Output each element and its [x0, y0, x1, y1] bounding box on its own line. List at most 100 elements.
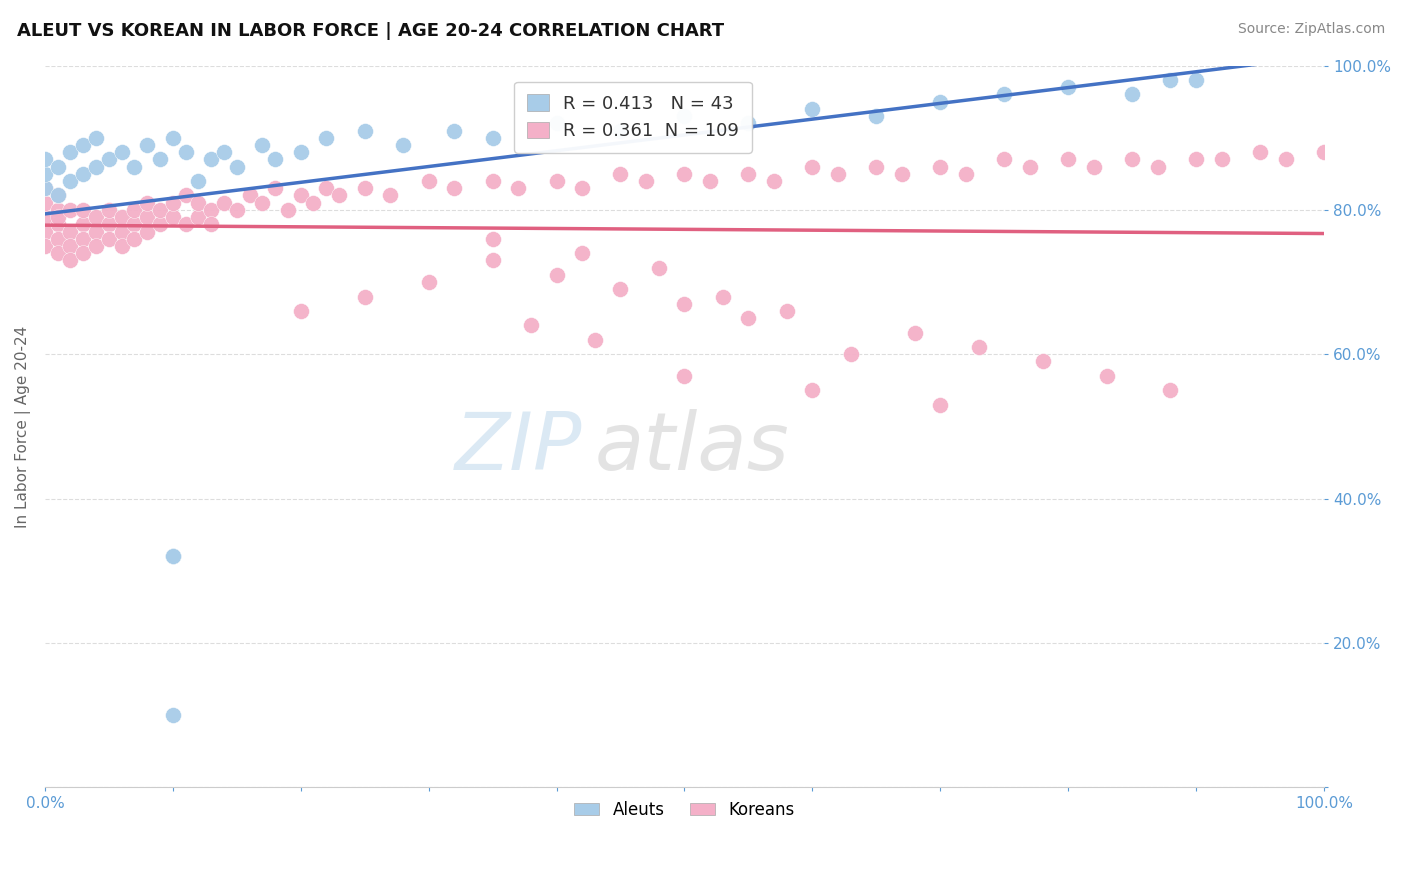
Point [328, 188, 350, 202]
Point [162, 130, 184, 145]
Point [162, 549, 184, 564]
Point [59, 202, 82, 217]
Point [967, 340, 990, 354]
Point [673, 296, 696, 310]
Point [1032, 354, 1054, 368]
Point [418, 174, 440, 188]
Point [149, 218, 172, 232]
Point [571, 246, 593, 260]
Text: ALEUT VS KOREAN IN LABOR FORCE | AGE 20-24 CORRELATION CHART: ALEUT VS KOREAN IN LABOR FORCE | AGE 20-… [17, 22, 724, 40]
Point [737, 167, 759, 181]
Point [59, 239, 82, 253]
Point [1185, 153, 1208, 167]
Point [636, 174, 658, 188]
Point [546, 268, 568, 282]
Point [225, 202, 247, 217]
Point [84, 239, 107, 253]
Point [34, 181, 56, 195]
Point [1185, 73, 1208, 87]
Point [34, 225, 56, 239]
Point [993, 87, 1015, 102]
Text: ZIP: ZIP [454, 409, 582, 487]
Point [290, 145, 312, 160]
Point [839, 347, 862, 361]
Point [252, 138, 274, 153]
Point [46, 188, 69, 202]
Point [162, 549, 184, 564]
Point [609, 282, 631, 296]
Point [904, 326, 927, 340]
Point [508, 181, 530, 195]
Point [353, 181, 375, 195]
Point [72, 167, 94, 181]
Point [46, 246, 69, 260]
Point [1146, 160, 1168, 174]
Point [290, 188, 312, 202]
Point [34, 153, 56, 167]
Point [174, 188, 197, 202]
Point [711, 289, 734, 303]
Point [929, 398, 952, 412]
Point [776, 304, 799, 318]
Point [136, 225, 159, 239]
Point [648, 260, 671, 275]
Point [801, 102, 824, 116]
Point [136, 195, 159, 210]
Point [46, 188, 69, 202]
Point [481, 174, 503, 188]
Point [200, 153, 222, 167]
Point [174, 218, 197, 232]
Point [59, 145, 82, 160]
Point [34, 239, 56, 253]
Point [124, 218, 146, 232]
Point [1159, 384, 1181, 398]
Point [1057, 80, 1080, 95]
Point [212, 195, 235, 210]
Point [699, 174, 721, 188]
Point [762, 174, 785, 188]
Point [1057, 153, 1080, 167]
Point [59, 253, 82, 268]
Point [46, 210, 69, 224]
Point [929, 160, 952, 174]
Point [929, 95, 952, 109]
Point [801, 384, 824, 398]
Point [238, 188, 260, 202]
Point [187, 174, 209, 188]
Point [1211, 153, 1233, 167]
Point [443, 123, 465, 137]
Point [890, 167, 912, 181]
Point [212, 145, 235, 160]
Point [46, 202, 69, 217]
Point [124, 202, 146, 217]
Point [546, 174, 568, 188]
Point [277, 202, 299, 217]
Point [865, 109, 887, 123]
Point [46, 218, 69, 232]
Point [520, 318, 543, 333]
Point [315, 130, 337, 145]
Point [737, 116, 759, 130]
Point [1121, 87, 1143, 102]
Point [124, 232, 146, 246]
Point [609, 167, 631, 181]
Point [1083, 160, 1105, 174]
Point [1159, 73, 1181, 87]
Point [200, 218, 222, 232]
Point [72, 202, 94, 217]
Point [252, 195, 274, 210]
Point [571, 181, 593, 195]
Point [673, 109, 696, 123]
Point [187, 210, 209, 224]
Point [162, 210, 184, 224]
Point [72, 138, 94, 153]
Point [72, 246, 94, 260]
Point [801, 160, 824, 174]
Point [111, 210, 134, 224]
Point [34, 181, 56, 195]
Point [149, 202, 172, 217]
Point [418, 275, 440, 289]
Point [59, 174, 82, 188]
Point [136, 210, 159, 224]
Point [111, 225, 134, 239]
